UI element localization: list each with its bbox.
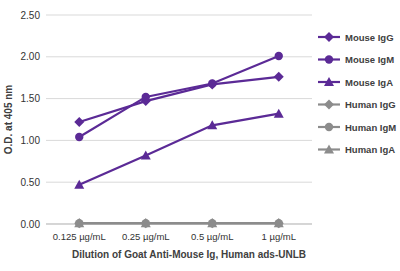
legend: Mouse IgG Mouse IgM Mouse IgA Human IgG Huma… — [318, 32, 396, 156]
x-tick-label: 0.125 µg/mL — [53, 231, 106, 242]
data-point — [142, 93, 150, 101]
series-line — [79, 56, 279, 137]
x-axis — [46, 224, 312, 225]
plot-area — [74, 52, 284, 228]
data-point — [75, 133, 83, 141]
series-line — [79, 114, 279, 185]
y-axis — [46, 15, 47, 224]
series-line — [79, 222, 279, 224]
data-point — [74, 218, 84, 227]
data-point — [274, 72, 284, 82]
grid-line — [46, 15, 312, 16]
data-point — [207, 120, 217, 129]
data-point — [274, 218, 284, 227]
series-line — [79, 77, 279, 122]
y-tick-label: 0.50 — [21, 177, 41, 188]
y-tick-label: 2.50 — [21, 10, 41, 21]
grid-line — [46, 224, 312, 225]
legend-marker — [324, 100, 334, 110]
data-point — [208, 79, 216, 87]
legend-marker — [325, 55, 333, 63]
x-tick-label: 0.25 µg/mL — [122, 231, 170, 242]
data-point — [274, 109, 284, 118]
y-tick-label: 1.00 — [21, 135, 41, 146]
legend-label: Mouse IgA — [345, 77, 393, 88]
y-tick-label: 2.00 — [21, 51, 41, 62]
series-line — [79, 222, 279, 224]
data-point — [141, 218, 151, 227]
grid-line — [46, 56, 312, 57]
legend-label: Human IgG — [345, 99, 396, 110]
x-tick-label: 1 µg/mL — [261, 231, 296, 242]
data-point — [74, 117, 84, 127]
x-axis-label: Dilution of Goat Anti-Mouse Ig, Human ad… — [72, 249, 306, 260]
y-tick-label: 1.50 — [21, 93, 41, 104]
series-line — [79, 222, 279, 224]
legend-marker — [324, 145, 334, 154]
legend-marker — [324, 77, 334, 86]
legend-marker — [324, 32, 334, 42]
data-point — [141, 150, 151, 159]
y-axis-label: O.D. at 405 nm — [3, 85, 14, 155]
legend-label: Human IgA — [345, 144, 395, 155]
data-point — [207, 218, 217, 227]
legend-label: Mouse IgG — [345, 32, 394, 43]
chart: 0.00 0.50 1.00 1.50 2.00 2.50 0.125 µg/mL 0.25 … — [0, 0, 400, 271]
legend-label: Human IgM — [345, 122, 396, 133]
data-point — [207, 79, 217, 89]
data-point — [275, 52, 283, 60]
legend-label: Mouse IgM — [345, 54, 394, 65]
grid-line — [46, 98, 312, 99]
y-tick-label: 0.00 — [21, 219, 41, 230]
legend-marker — [325, 123, 333, 131]
x-tick-label: 0.5 µg/mL — [191, 231, 233, 242]
data-point — [74, 180, 84, 189]
